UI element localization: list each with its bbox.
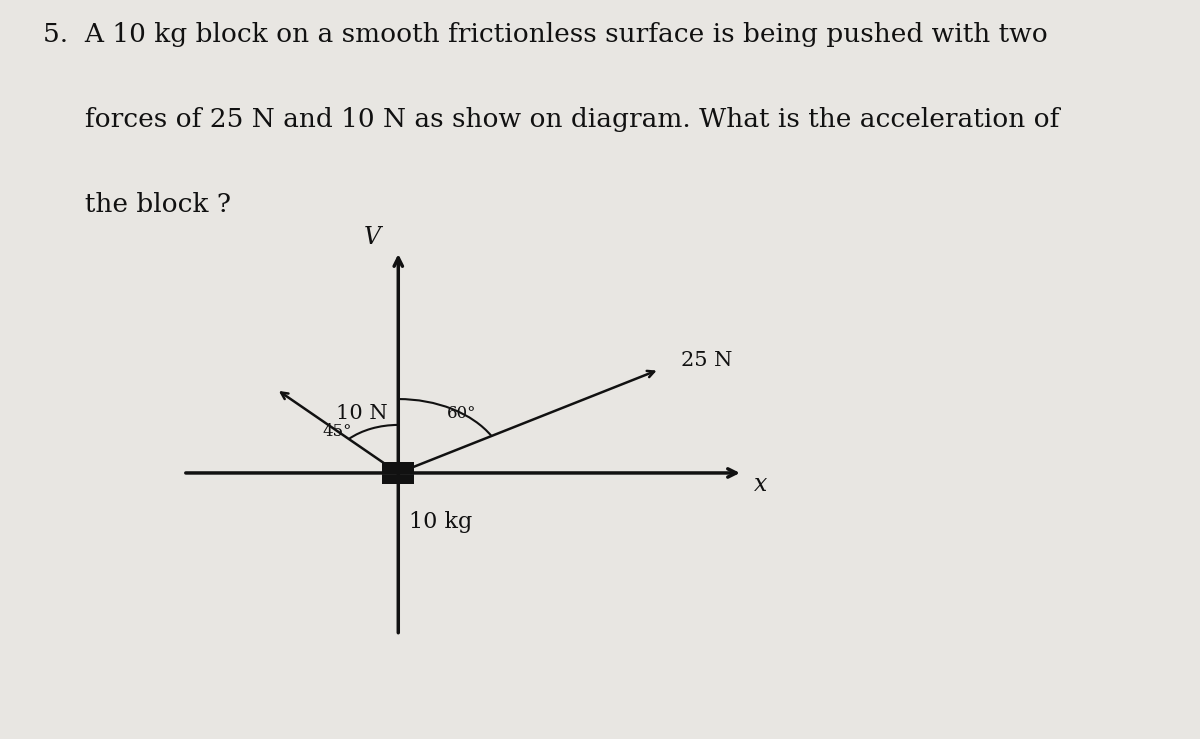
Text: 5.  A 10 kg block on a smooth frictionless surface is being pushed with two: 5. A 10 kg block on a smooth frictionles…: [43, 22, 1048, 47]
Text: V: V: [364, 226, 380, 249]
Text: 60°: 60°: [446, 404, 476, 421]
Bar: [382, 462, 414, 484]
Text: 45°: 45°: [323, 423, 353, 440]
Text: x: x: [754, 474, 767, 497]
Text: 25 N: 25 N: [680, 351, 732, 370]
Text: the block ?: the block ?: [43, 192, 232, 217]
Text: 10 kg: 10 kg: [409, 511, 473, 534]
Text: forces of 25 N and 10 N as show on diagram. What is the acceleration of: forces of 25 N and 10 N as show on diagr…: [43, 107, 1060, 132]
Text: 10 N: 10 N: [336, 404, 388, 423]
